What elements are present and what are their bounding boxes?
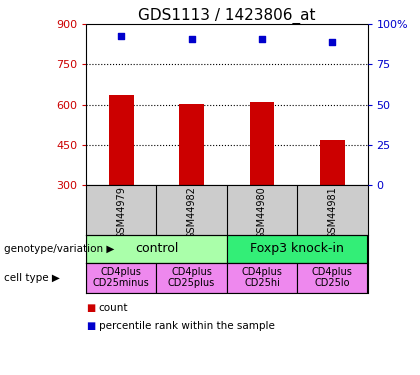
FancyBboxPatch shape bbox=[297, 263, 368, 292]
FancyBboxPatch shape bbox=[156, 263, 227, 292]
FancyBboxPatch shape bbox=[227, 235, 368, 263]
Bar bbox=[109, 95, 134, 185]
FancyBboxPatch shape bbox=[86, 263, 156, 292]
Text: Foxp3 knock-in: Foxp3 knock-in bbox=[250, 243, 344, 255]
Point bbox=[329, 39, 336, 45]
Text: CD4plus
CD25lo: CD4plus CD25lo bbox=[312, 267, 353, 288]
Point bbox=[259, 36, 265, 42]
Text: GSM44982: GSM44982 bbox=[186, 186, 197, 239]
Bar bbox=[320, 140, 345, 185]
Text: GSM44981: GSM44981 bbox=[327, 186, 337, 239]
Text: GSM44980: GSM44980 bbox=[257, 186, 267, 239]
Text: genotype/variation ▶: genotype/variation ▶ bbox=[4, 244, 115, 254]
Text: count: count bbox=[99, 303, 128, 312]
Bar bbox=[249, 102, 274, 185]
Text: CD4plus
CD25hi: CD4plus CD25hi bbox=[241, 267, 282, 288]
Text: GSM44979: GSM44979 bbox=[116, 186, 126, 239]
Point bbox=[188, 36, 195, 42]
Point bbox=[118, 33, 125, 39]
FancyBboxPatch shape bbox=[86, 235, 227, 263]
Text: cell type ▶: cell type ▶ bbox=[4, 273, 60, 283]
Title: GDS1113 / 1423806_at: GDS1113 / 1423806_at bbox=[138, 8, 315, 24]
Bar bbox=[179, 104, 204, 185]
Text: ■: ■ bbox=[86, 321, 95, 331]
Text: percentile rank within the sample: percentile rank within the sample bbox=[99, 321, 275, 331]
Text: control: control bbox=[135, 243, 178, 255]
Text: ■: ■ bbox=[86, 303, 95, 312]
Text: CD4plus
CD25minus: CD4plus CD25minus bbox=[93, 267, 150, 288]
FancyBboxPatch shape bbox=[227, 263, 297, 292]
Text: CD4plus
CD25plus: CD4plus CD25plus bbox=[168, 267, 215, 288]
